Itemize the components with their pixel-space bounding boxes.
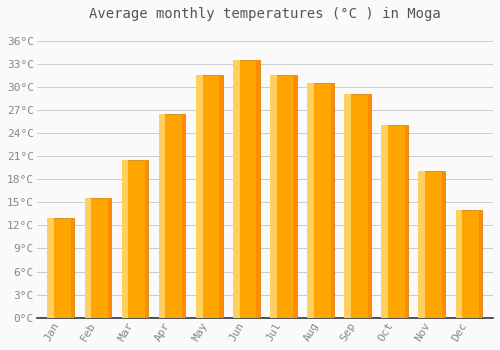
Bar <box>330 83 334 318</box>
Bar <box>122 160 128 318</box>
Bar <box>48 218 74 318</box>
Bar <box>418 172 445 318</box>
Bar <box>307 83 334 318</box>
Bar <box>196 75 202 318</box>
Bar <box>344 94 371 318</box>
Bar <box>344 94 351 318</box>
Bar <box>294 75 297 318</box>
Bar <box>220 75 222 318</box>
Bar <box>182 114 186 318</box>
Bar <box>307 83 314 318</box>
Bar <box>382 125 408 318</box>
Bar <box>108 198 112 318</box>
Bar <box>159 114 166 318</box>
Bar <box>71 218 74 318</box>
Bar <box>233 60 260 318</box>
Bar <box>382 125 388 318</box>
Bar <box>196 75 222 318</box>
Bar <box>159 114 186 318</box>
Bar <box>122 160 148 318</box>
Bar <box>442 172 445 318</box>
Bar <box>84 198 91 318</box>
Bar <box>256 60 260 318</box>
Bar <box>48 218 54 318</box>
Bar <box>405 125 408 318</box>
Bar <box>270 75 277 318</box>
Bar <box>456 210 482 318</box>
Bar <box>145 160 148 318</box>
Title: Average monthly temperatures (°C ) in Moga: Average monthly temperatures (°C ) in Mo… <box>89 7 441 21</box>
Bar <box>479 210 482 318</box>
Bar <box>233 60 239 318</box>
Bar <box>270 75 297 318</box>
Bar <box>84 198 112 318</box>
Bar <box>418 172 425 318</box>
Bar <box>368 94 371 318</box>
Bar <box>456 210 462 318</box>
